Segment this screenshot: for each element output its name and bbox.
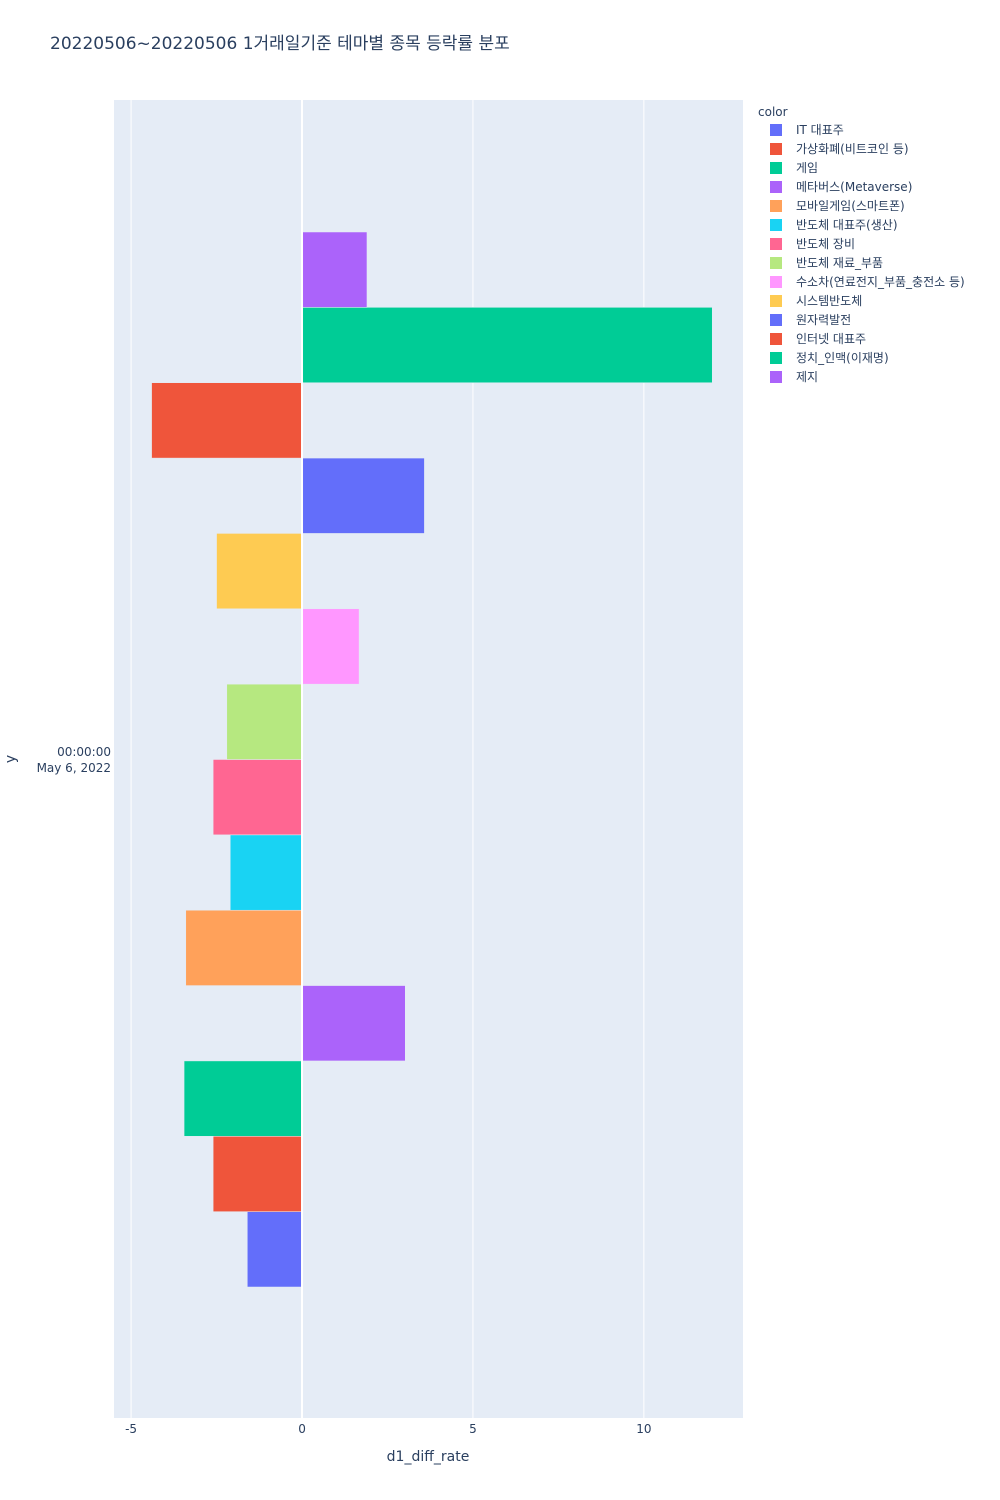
legend-item[interactable]: 수소차(연료전지_부품_충전소 등) [770,275,965,289]
legend-item[interactable]: 정치_인맥(이재명) [770,351,889,365]
legend-item[interactable]: 메타버스(Metaverse) [770,180,912,194]
bar[interactable] [301,231,368,308]
legend-swatch [770,295,782,307]
bar[interactable] [229,834,303,911]
y-tick-label-time: 00:00:00 [57,745,111,759]
bars [151,231,713,1288]
legend-swatch [770,143,782,155]
x-tick-label: 10 [636,1422,651,1436]
chart-title: 20220506~20220506 1거래일기준 테마별 종목 등락률 분포 [50,34,510,54]
legend-label: 수소차(연료전지_부품_충전소 등) [796,275,965,289]
bar[interactable] [301,985,406,1062]
bar[interactable] [301,608,360,685]
legend-label: 원자력발전 [796,313,851,327]
legend-swatch [770,162,782,174]
bar[interactable] [216,533,303,610]
legend-label: 시스템반도체 [796,294,862,308]
x-axis-title: d1_diff_rate [387,1449,470,1465]
y-axis-title: y [3,755,19,763]
bar[interactable] [212,759,303,836]
legend-label: 가상화폐(비트코인 등) [796,142,909,156]
legend-label: 인터넷 대표주 [796,332,866,346]
bar[interactable] [151,382,303,459]
legend-title: color [758,105,788,119]
legend-swatch [770,181,782,193]
bar[interactable] [212,1136,303,1212]
x-tick-label: 0 [298,1422,306,1436]
legend-label: 제지 [796,370,818,384]
legend-item[interactable]: 반도체 장비 [770,237,855,251]
legend-item[interactable]: 제지 [770,370,818,384]
legend-item[interactable]: 시스템반도체 [770,294,862,308]
legend-label: 반도체 대표주(생산) [796,218,898,232]
legend-swatch [770,124,782,136]
legend-swatch [770,371,782,383]
bar[interactable] [301,307,713,383]
x-tick-labels: -5 0 5 10 [125,1422,651,1436]
y-tick-label-date: May 6, 2022 [37,761,111,775]
legend-swatch [770,352,782,364]
legend-item[interactable]: 원자력발전 [770,313,851,327]
legend-item[interactable]: IT 대표주 [770,123,844,137]
legend-item[interactable]: 반도체 대표주(생산) [770,218,898,232]
plot-background [114,100,743,1418]
bar[interactable] [185,909,303,986]
legend-label: 정치_인맥(이재명) [796,351,889,365]
bar[interactable] [226,683,303,760]
legend-label: 반도체 장비 [796,237,855,251]
legend-label: IT 대표주 [796,123,844,137]
legend-item[interactable]: 가상화폐(비트코인 등) [770,142,909,156]
x-tick-label: -5 [125,1422,137,1436]
bar[interactable] [247,1211,303,1288]
legend-label: 반도체 재료_부품 [796,256,883,270]
legend-label: 게임 [796,161,818,175]
legend-swatch [770,333,782,345]
legend-swatch [770,276,782,288]
legend-swatch [770,238,782,250]
legend-label: 모바일게임(스마트폰) [796,199,905,213]
legend-swatch [770,314,782,326]
bar[interactable] [301,457,425,534]
legend-swatch [770,200,782,212]
legend-swatch [770,219,782,231]
legend-label: 메타버스(Metaverse) [796,180,912,194]
bar[interactable] [183,1060,303,1137]
legend-item[interactable]: 인터넷 대표주 [770,332,866,346]
legend-item[interactable]: 게임 [770,161,818,175]
legend-swatch [770,257,782,269]
legend-item[interactable]: 반도체 재료_부품 [770,256,883,270]
x-tick-label: 5 [469,1422,477,1436]
legend-item[interactable]: 모바일게임(스마트폰) [770,199,905,213]
